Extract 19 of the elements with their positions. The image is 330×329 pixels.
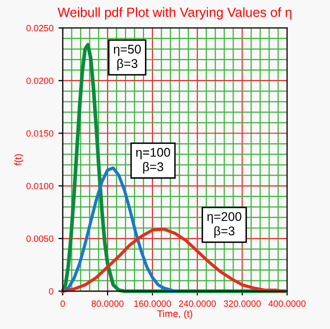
y-tick-label: 0.0200: [26, 78, 54, 84]
chart-title: Weibull pdf Plot with Varying Values of η: [58, 7, 292, 20]
x-tick-label: 320.0000: [224, 300, 261, 307]
x-tick-label: 80.0000: [92, 300, 124, 307]
annotation: η=50 β=3: [114, 44, 141, 70]
y-axis-title: f(t): [14, 154, 24, 166]
x-tick-label: 240.0000: [178, 300, 216, 307]
line-series: [61, 228, 284, 293]
x-tick-label: 400.0000: [268, 300, 306, 307]
y-tick-label: 0.0100: [26, 182, 54, 190]
y-tick-label: 0.0150: [26, 130, 54, 137]
x-axis-title: Time, (t): [157, 310, 192, 320]
x-tick-label: 160.0000: [134, 300, 171, 307]
y-tick-label: 0.0050: [26, 235, 54, 242]
y-tick-label: 0.0250: [26, 24, 54, 32]
annotation: η=100 β=3: [136, 148, 170, 174]
x-tick-label: 0: [60, 300, 65, 307]
y-tick-label: 0: [49, 288, 54, 295]
annotation: η=200 β=3: [207, 212, 242, 238]
